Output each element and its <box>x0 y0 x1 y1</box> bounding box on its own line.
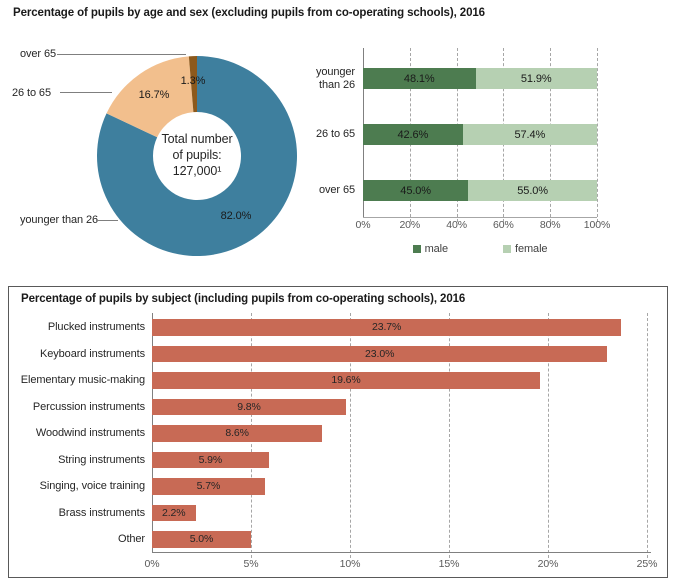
female-bar-segment: 55.0% <box>468 180 597 201</box>
category-label-brass-instruments: Brass instruments <box>58 506 145 519</box>
female-bar-segment: 51.9% <box>475 68 597 89</box>
legend-item-female: female <box>503 243 548 255</box>
x-tick-label: 15% <box>438 558 460 570</box>
male-bar-segment: 48.1% <box>363 68 476 89</box>
stacked-chart-legend: male female <box>363 243 597 255</box>
category-label-percussion-instruments: Percussion instruments <box>32 400 145 413</box>
male-value-label: 42.6% <box>397 128 429 141</box>
slice-value-younger-than-26: 82.0% <box>220 210 252 222</box>
x-tick-label: 0% <box>355 219 371 231</box>
bar-plucked-instruments: 23.7% <box>152 319 622 336</box>
leader-line-younger-than-26 <box>96 220 118 221</box>
x-tick-label: 0% <box>144 558 160 570</box>
x-axis-line <box>363 217 597 218</box>
donut-center-line2: of pupils: <box>172 148 222 162</box>
donut-center-text: Total number of pupils: 127,000¹ <box>139 131 255 179</box>
leader-line-26-to-65 <box>60 92 112 93</box>
bar-value-label: 2.2% <box>162 506 186 519</box>
bar-value-label: 5.7% <box>196 480 221 493</box>
slice-value-over-65: 1.3% <box>180 75 206 87</box>
bar-percussion-instruments: 9.8% <box>152 398 347 415</box>
female-bar-segment: 57.4% <box>462 124 597 145</box>
x-tick-label: 5% <box>243 558 259 570</box>
category-label-woodwind-instruments: Woodwind instruments <box>35 427 145 439</box>
donut-chart <box>97 56 297 256</box>
subject-bar-chart: 0% 5% 10% 15% 20% 25% 23.7% Plucked instruments… <box>21 313 657 570</box>
x-tick-label: 25% <box>636 558 658 570</box>
donut-label-over-65: over 65 <box>20 48 56 60</box>
bar-elementary-music-making: 19.6% <box>152 372 541 389</box>
bar-value-label: 5.0% <box>189 533 214 546</box>
donut-label-younger-than-26: younger than 26 <box>20 214 99 226</box>
bar-keyboard-instruments: 23.0% <box>152 345 608 362</box>
category-label-other: Other <box>117 533 145 545</box>
bar-value-label: 23.0% <box>365 347 395 360</box>
bar-brass-instruments: 2.2% <box>152 504 196 521</box>
x-tick-label: 40% <box>446 219 467 231</box>
male-legend-label: male <box>424 243 449 255</box>
bar-value-label: 5.9% <box>198 453 223 466</box>
bar-singing-voice-training: 5.7% <box>152 478 265 495</box>
subject-chart-title: Percentage of pupils by subject (includi… <box>21 293 466 305</box>
donut-slice-over-65 <box>188 56 197 113</box>
donut-center-line3: 127,000¹ <box>172 164 222 178</box>
category-label-younger-than-26: younger than 26 <box>315 65 355 91</box>
gridline <box>449 313 450 558</box>
stacked-row-over-65: 45.0% 55.0% <box>363 180 597 201</box>
male-legend-swatch <box>412 245 421 253</box>
x-axis-line <box>152 552 651 553</box>
gridline <box>647 313 648 558</box>
donut-label-26-to-65: 26 to 65 <box>12 87 51 99</box>
legend-item-male: male <box>412 243 449 255</box>
bar-value-label: 8.6% <box>225 427 249 440</box>
stacked-row-26-to-65: 42.6% 57.4% <box>363 124 597 145</box>
category-label-26-to-65: 26 to 65 <box>316 128 355 140</box>
female-value-label: 55.0% <box>517 184 548 197</box>
donut-slice-26-to-65 <box>106 56 194 138</box>
female-legend-label: female <box>515 243 548 255</box>
age-sex-chart-title: Percentage of pupils by age and sex (exc… <box>13 7 485 19</box>
gridline <box>350 313 351 558</box>
subject-chart-panel: Percentage of pupils by subject (includi… <box>8 286 668 578</box>
donut-center-line1: Total number <box>161 132 233 146</box>
x-tick-label: 80% <box>539 219 561 231</box>
female-value-label: 51.9% <box>520 72 552 85</box>
category-label-keyboard-instruments: Keyboard instruments <box>40 347 145 360</box>
x-tick-label: 20% <box>537 558 559 570</box>
bar-value-label: 23.7% <box>371 321 402 334</box>
gridline <box>548 313 549 558</box>
x-tick-label: 100% <box>583 219 611 231</box>
x-tick-label: 10% <box>339 558 361 570</box>
bar-value-label: 9.8% <box>237 400 261 413</box>
category-label-plucked-instruments: Plucked instruments <box>47 321 145 333</box>
leader-line-over-65 <box>57 54 186 55</box>
male-value-label: 45.0% <box>400 184 431 197</box>
donut-slice-younger-than-26 <box>97 56 297 256</box>
male-bar-segment: 45.0% <box>363 180 469 201</box>
bar-other: 5.0% <box>152 531 251 548</box>
female-value-label: 57.4% <box>514 128 546 141</box>
category-label-elementary-music-making: Elementary music-making <box>20 374 145 386</box>
x-tick-label: 20% <box>399 219 421 231</box>
x-tick-label: 60% <box>493 219 514 231</box>
female-legend-swatch <box>503 245 512 253</box>
gridline <box>597 48 598 222</box>
stacked-row-younger-than-26: 48.1% 51.9% <box>363 68 597 89</box>
male-bar-segment: 42.6% <box>363 124 463 145</box>
slice-value-26-to-65: 16.7% <box>138 89 170 101</box>
category-label-singing-voice-training: Singing, voice training <box>39 480 145 492</box>
category-label-over-65: over 65 <box>319 184 355 196</box>
category-label-string-instruments: String instruments <box>58 453 145 466</box>
bar-value-label: 19.6% <box>331 374 361 387</box>
bar-woodwind-instruments: 8.6% <box>152 425 323 442</box>
stacked-bar-chart: 0% 20% 40% 60% 80% 100% 48.1% 51.9% younger than … <box>316 48 610 231</box>
bar-string-instruments: 5.9% <box>152 451 269 468</box>
male-value-label: 48.1% <box>403 72 435 85</box>
